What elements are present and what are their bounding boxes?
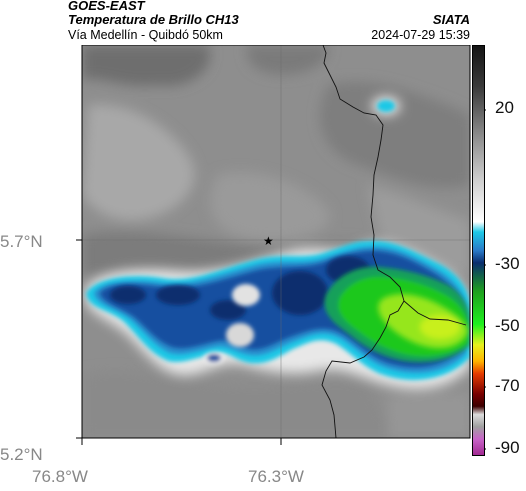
x-tick-label-76.8: 76.8°W bbox=[32, 467, 88, 486]
title-satellite: GOES-EAST bbox=[68, 0, 145, 13]
band-gaps bbox=[204, 284, 260, 364]
colorbar-label-minus50: -50 bbox=[495, 316, 520, 335]
colorbar-ticks bbox=[484, 109, 486, 450]
colorbar-label-20: 20 bbox=[495, 98, 514, 117]
y-tick-label-5.7: 5.7°N bbox=[0, 232, 43, 251]
colorbar bbox=[472, 45, 486, 456]
satellite-map[interactable]: ★ bbox=[68, 45, 471, 455]
boundary-line bbox=[321, 45, 405, 438]
x-tick-label-76.3: 76.3°W bbox=[248, 467, 304, 486]
location-marker-star[interactable]: ★ bbox=[263, 234, 274, 248]
boundary-line-east bbox=[403, 300, 467, 326]
brand-label: SIATA bbox=[432, 12, 470, 27]
title-product: Temperatura de Brillo CH13 bbox=[68, 12, 239, 27]
gray-variation bbox=[82, 45, 470, 438]
colorbar-label-minus30: -30 bbox=[495, 254, 520, 273]
colorbar-gradient bbox=[472, 45, 485, 456]
subtitle-route: Vía Medellín - Quibdó 50km bbox=[68, 28, 223, 42]
y-tick-label-5.2: 5.2°N bbox=[0, 445, 43, 464]
colorbar-label-minus90: -90 bbox=[495, 438, 520, 457]
map-image bbox=[82, 45, 470, 438]
map-border bbox=[81, 45, 471, 439]
datetime-label: 2024-07-29 15:39 bbox=[371, 28, 470, 42]
colorbar-label-minus70: -70 bbox=[495, 376, 520, 395]
